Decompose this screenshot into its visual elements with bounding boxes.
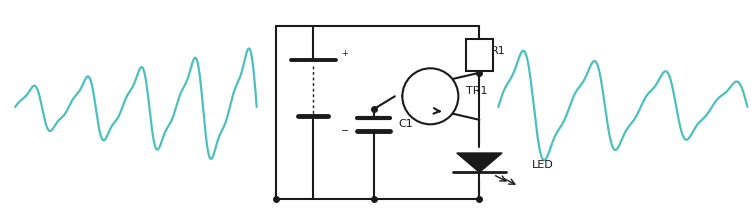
Bar	[466, 39, 493, 71]
Text: −: −	[341, 126, 349, 135]
Text: C1: C1	[398, 119, 413, 129]
Polygon shape	[457, 153, 502, 172]
Ellipse shape	[402, 68, 458, 124]
Text: TR1: TR1	[466, 86, 488, 96]
Text: LED: LED	[532, 160, 554, 169]
Text: R1: R1	[491, 46, 506, 56]
Text: +: +	[341, 49, 349, 58]
